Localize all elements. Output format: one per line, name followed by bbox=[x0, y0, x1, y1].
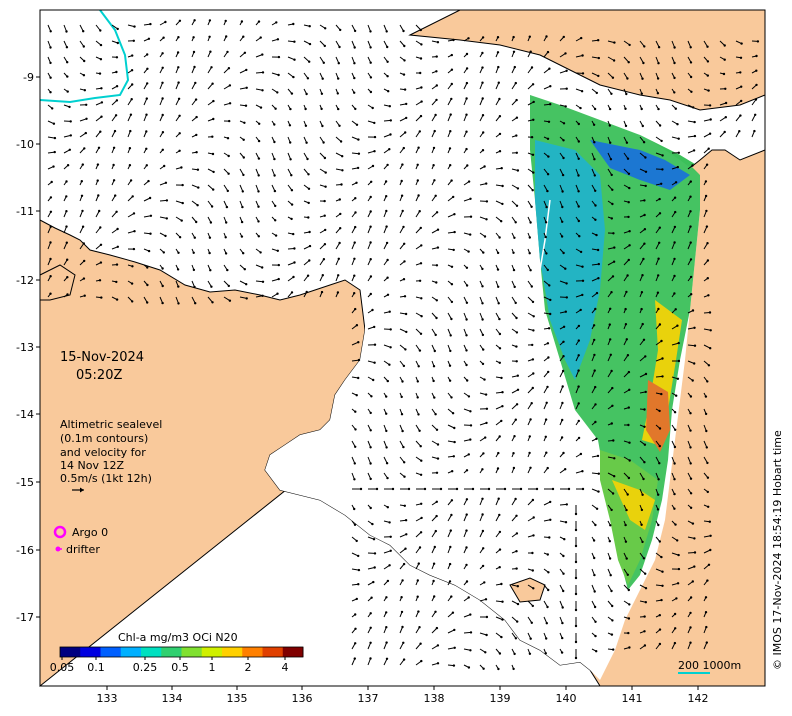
lat-tick-label: -9 bbox=[23, 71, 34, 84]
argo-icon bbox=[53, 525, 67, 539]
alt-line-3: 14 Nov 12Z bbox=[60, 459, 124, 472]
alt-line-0: Altimetric sealevel bbox=[60, 418, 162, 431]
depth-scale-label: 200 1000m bbox=[678, 659, 741, 672]
lon-tick-label: 136 bbox=[292, 692, 313, 705]
lat-tick-label: -13 bbox=[16, 341, 34, 354]
lat-tick-label: -15 bbox=[16, 476, 34, 489]
lon-tick-label: 138 bbox=[424, 692, 445, 705]
lon-tick-label: 139 bbox=[490, 692, 511, 705]
colorbar-tick-label: 0.05 bbox=[50, 661, 75, 674]
lat-tick-label: -14 bbox=[16, 408, 34, 421]
lon-tick-label: 141 bbox=[622, 692, 643, 705]
longitude-axis: 133 134 135 136 137 138 139 140 141 142 bbox=[97, 686, 709, 705]
lat-tick-label: -11 bbox=[16, 205, 34, 218]
colorbar-tick-label: 2 bbox=[245, 661, 252, 674]
lat-tick-label: -16 bbox=[16, 544, 34, 557]
lat-tick-label: -10 bbox=[16, 138, 34, 151]
colorbar-frame bbox=[59, 646, 304, 658]
drifter-label: drifter bbox=[66, 543, 100, 556]
colorbar-ticks: 0.05 0.1 0.25 0.5 1 2 4 bbox=[50, 657, 289, 674]
map-time: 05:20Z bbox=[76, 368, 122, 383]
alt-line-1: (0.1m contours) bbox=[60, 432, 148, 445]
lat-tick-label: -12 bbox=[16, 274, 34, 287]
lon-tick-label: 140 bbox=[556, 692, 577, 705]
lon-tick-label: 137 bbox=[358, 692, 379, 705]
colorbar-tick-label: 4 bbox=[282, 661, 289, 674]
lat-tick-label: -17 bbox=[16, 611, 34, 624]
colorbar-tick-label: 0.25 bbox=[133, 661, 158, 674]
lon-tick-label: 133 bbox=[97, 692, 118, 705]
scale-arrow-icon bbox=[72, 487, 84, 493]
alt-line-2: and velocity for bbox=[60, 446, 146, 459]
island bbox=[509, 577, 546, 603]
colorbar-tick-label: 0.5 bbox=[171, 661, 189, 674]
credit-text: © IMOS 17-Nov-2024 18:54:19 Hobart time bbox=[771, 430, 784, 670]
colorbar-tick-label: 1 bbox=[209, 661, 216, 674]
chlorophyll-field-overlay bbox=[530, 95, 700, 590]
velocity-arrows bbox=[47, 19, 760, 671]
map-date: 15-Nov-2024 bbox=[60, 350, 144, 365]
lon-tick-label: 142 bbox=[688, 692, 709, 705]
alt-line-4: 0.5m/s (1kt 12h) bbox=[60, 472, 152, 485]
plot-frame bbox=[39, 9, 766, 687]
lon-tick-label: 134 bbox=[162, 692, 183, 705]
colorbar-tick-label: 0.1 bbox=[87, 661, 105, 674]
argo-label: Argo 0 bbox=[72, 526, 108, 539]
sealevel-contour bbox=[39, 9, 130, 104]
colorbar bbox=[60, 647, 304, 657]
contour-white bbox=[539, 199, 551, 271]
latitude-axis: -9 -10 -11 -12 -13 -14 -15 -16 -17 bbox=[16, 71, 40, 624]
lon-tick-label: 135 bbox=[227, 692, 248, 705]
colorbar-title: Chl-a mg/m3 OCi N20 bbox=[118, 631, 238, 644]
